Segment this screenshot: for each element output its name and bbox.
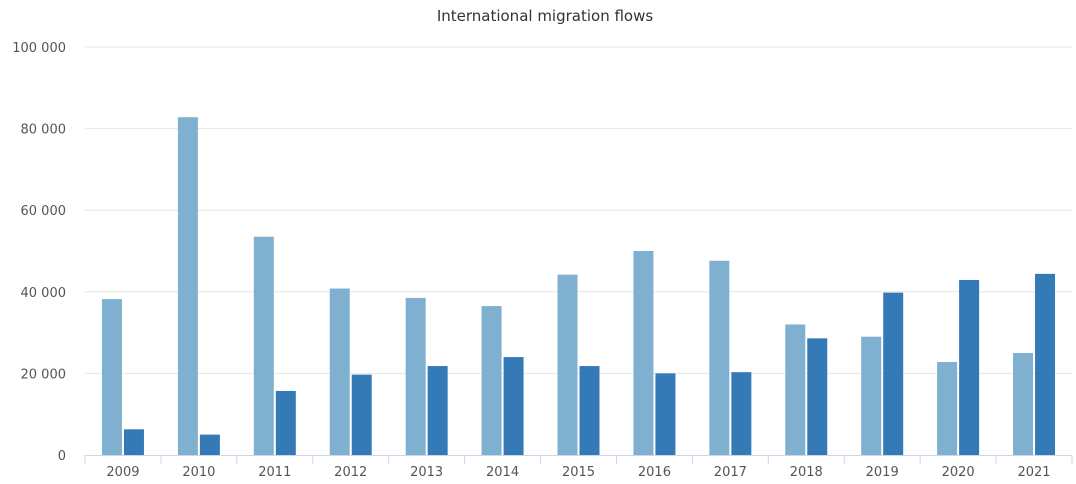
y-tick-label: 60 000 (21, 204, 67, 219)
bar-2012-series-2[interactable] (351, 374, 372, 455)
bar-2016-series-1[interactable] (633, 251, 654, 455)
bar-2015-series-1[interactable] (557, 274, 578, 455)
bar-2009-series-2[interactable] (123, 429, 144, 455)
bars (101, 117, 1056, 456)
x-tick-label: 2016 (638, 465, 671, 480)
bar-2016-series-2[interactable] (655, 373, 676, 455)
bar-2014-series-2[interactable] (503, 357, 524, 455)
bar-2011-series-2[interactable] (275, 390, 296, 455)
x-tick-label: 2010 (182, 465, 215, 480)
y-tick-label: 20 000 (21, 367, 67, 382)
y-tick-label: 100 000 (12, 41, 66, 56)
y-tick-label: 40 000 (21, 286, 67, 301)
x-tick-label: 2014 (486, 465, 519, 480)
bar-2013-series-2[interactable] (427, 366, 448, 455)
bar-2017-series-1[interactable] (709, 260, 730, 455)
x-tick-label: 2011 (258, 465, 291, 480)
x-tick-label: 2018 (790, 465, 823, 480)
y-tick-label: 0 (58, 449, 66, 464)
bar-2013-series-1[interactable] (405, 297, 426, 455)
bar-2021-series-1[interactable] (1013, 353, 1034, 455)
x-tick-label: 2015 (562, 465, 595, 480)
grid-lines (85, 46, 1072, 374)
x-tick-label: 2012 (334, 465, 367, 480)
bar-2010-series-2[interactable] (199, 434, 220, 455)
y-axis-tick-labels: 0 20 000 40 000 60 000 80 000 100 000 (12, 41, 66, 464)
bar-2012-series-1[interactable] (329, 288, 350, 455)
chart-title: International migration flows (437, 7, 654, 25)
bar-2020-series-1[interactable] (937, 361, 958, 455)
bar-2020-series-2[interactable] (959, 279, 980, 455)
x-axis-tick-labels: 2009 2010 2011 2012 2013 2014 2015 2016 2017 2018… (84, 455, 1073, 480)
bar-2014-series-1[interactable] (481, 306, 502, 455)
x-tick-label: 2013 (410, 465, 443, 480)
y-tick-label: 80 000 (21, 123, 67, 138)
x-tick-label: 2020 (942, 465, 975, 480)
bar-2009-series-1[interactable] (101, 299, 122, 455)
bar-2010-series-1[interactable] (177, 117, 198, 456)
bar-2018-series-2[interactable] (807, 338, 828, 455)
x-tick-label: 2021 (1017, 465, 1050, 480)
bar-2011-series-1[interactable] (253, 236, 274, 455)
x-tick-label: 2019 (866, 465, 899, 480)
bar-2019-series-2[interactable] (883, 292, 904, 455)
bar-2017-series-2[interactable] (731, 372, 752, 455)
bar-2021-series-2[interactable] (1035, 273, 1056, 455)
x-tick-label: 2017 (714, 465, 747, 480)
x-tick-label: 2009 (106, 465, 139, 480)
bar-2015-series-2[interactable] (579, 366, 600, 455)
bar-2018-series-1[interactable] (785, 324, 806, 455)
bar-2019-series-1[interactable] (861, 336, 882, 455)
